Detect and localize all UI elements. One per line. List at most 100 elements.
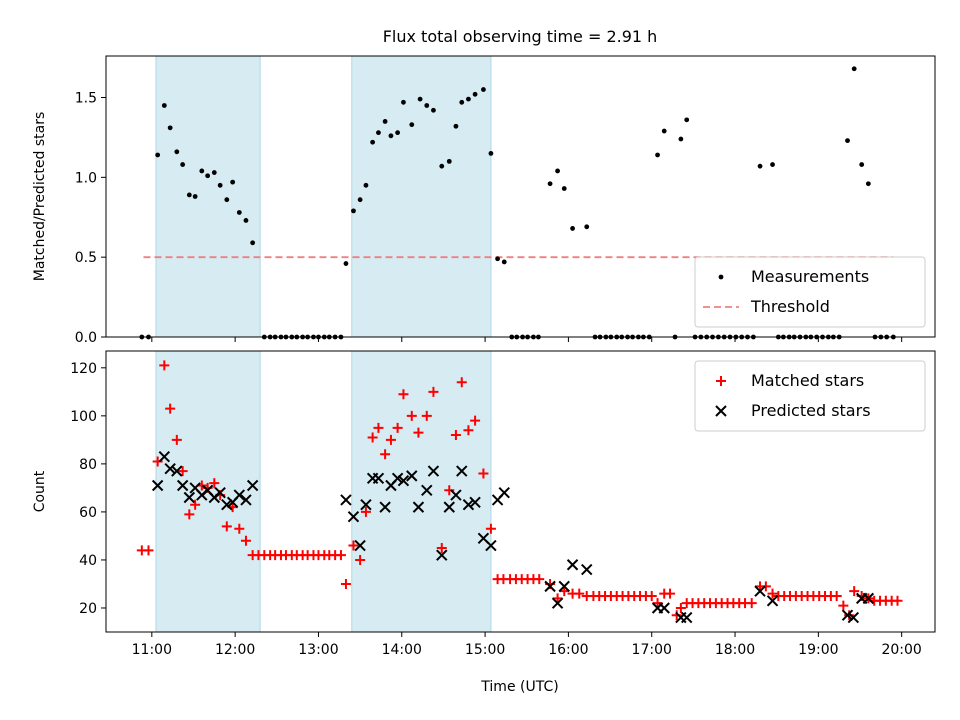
- data-point: [250, 240, 256, 246]
- ratio-panel: 0.0 0.5 1.0 1.5 Matched/Predicted stars Measu…: [32, 55, 936, 346]
- data-point: [446, 158, 452, 164]
- data-point: [439, 163, 445, 169]
- data-point: [684, 117, 690, 123]
- data-point: [646, 590, 657, 601]
- y-tick-label: 120: [70, 361, 97, 377]
- data-point: [395, 130, 401, 136]
- legend-box: [694, 256, 926, 328]
- data-point: [757, 163, 763, 169]
- data-point: [551, 597, 564, 609]
- data-point: [472, 91, 478, 97]
- data-point: [224, 197, 230, 203]
- data-point: [558, 580, 570, 593]
- data-point: [462, 499, 475, 511]
- data-point: [355, 554, 366, 565]
- data-point: [678, 136, 684, 142]
- data-point: [143, 545, 154, 556]
- data-point: [382, 119, 388, 124]
- data-point: [865, 181, 871, 187]
- data-point: [370, 139, 376, 145]
- data-point: [838, 600, 849, 611]
- data-point: [180, 162, 186, 167]
- data-point: [760, 581, 771, 592]
- data-point: [388, 133, 394, 139]
- x-tick-label: 13:00: [298, 642, 338, 658]
- data-point: [171, 434, 182, 445]
- data-point: [443, 501, 455, 513]
- x-tick-label: 19:00: [798, 642, 838, 658]
- data-point: [214, 486, 226, 499]
- data-point: [243, 218, 249, 223]
- legend: Matched stars Predicted stars: [694, 360, 926, 432]
- data-point: [351, 208, 356, 214]
- data-point: [450, 489, 462, 501]
- data-point: [184, 509, 195, 520]
- data-point: [453, 123, 459, 129]
- x-tick-label: 14:00: [382, 642, 422, 658]
- data-point: [417, 96, 423, 102]
- data-point: [658, 602, 670, 614]
- y-tick-label: 80: [79, 457, 97, 473]
- data-point: [570, 226, 575, 231]
- data-point: [190, 499, 201, 510]
- data-point: [391, 472, 404, 484]
- chart-title: Flux total observing time = 2.91 h: [383, 27, 658, 46]
- count-panel: 20 40 60 80 100 120 11:00 12:00 13:00 14:00 15:00 1…: [32, 350, 936, 658]
- y-tick-label: 20: [79, 601, 97, 617]
- x-tick-label: 18:00: [715, 642, 755, 658]
- x-tick-label: 16:00: [548, 642, 588, 658]
- data-point: [401, 99, 406, 105]
- data-point: [348, 540, 359, 551]
- data-point: [165, 403, 176, 414]
- data-point: [470, 415, 481, 426]
- data-point: [176, 479, 189, 492]
- data-point: [831, 590, 842, 601]
- data-point: [424, 103, 430, 108]
- shaded-interval: [351, 350, 492, 633]
- data-point: [236, 210, 242, 215]
- data-point: [205, 173, 211, 179]
- data-point: [444, 485, 455, 496]
- data-point: [892, 595, 903, 606]
- data-point: [421, 410, 432, 421]
- data-point: [347, 511, 360, 523]
- data-point: [234, 523, 245, 534]
- data-point: [174, 149, 180, 155]
- data-point: [466, 96, 471, 102]
- y-tick-label: 1.0: [75, 170, 97, 186]
- data-point: [211, 170, 217, 175]
- data-point: [427, 465, 440, 477]
- y-tick-label: 60: [79, 505, 97, 521]
- data-point: [428, 386, 439, 397]
- data-point: [406, 410, 417, 421]
- data-point: [152, 456, 163, 467]
- data-point: [357, 197, 363, 203]
- data-point: [376, 130, 381, 136]
- data-point: [849, 586, 860, 597]
- data-point: [770, 162, 775, 167]
- data-point: [841, 609, 854, 621]
- data-point: [584, 224, 590, 230]
- data-point: [501, 259, 507, 265]
- data-point: [164, 462, 176, 475]
- data-point: [340, 578, 351, 589]
- data-point: [547, 181, 553, 187]
- data-point: [574, 588, 585, 599]
- data-point: [413, 427, 424, 438]
- data-point: [397, 474, 410, 487]
- data-point: [488, 150, 494, 156]
- data-point: [360, 506, 371, 517]
- legend-label: Threshold: [750, 297, 830, 316]
- data-point: [240, 535, 251, 546]
- data-point: [167, 125, 173, 131]
- data-point: [544, 580, 556, 593]
- data-point: [340, 494, 352, 506]
- data-point: [463, 425, 474, 436]
- data-point: [851, 66, 857, 72]
- data-point: [754, 585, 766, 597]
- y-axis-label: Count: [32, 470, 48, 512]
- data-point: [671, 610, 682, 621]
- data-point: [373, 422, 384, 433]
- data-point: [240, 494, 252, 506]
